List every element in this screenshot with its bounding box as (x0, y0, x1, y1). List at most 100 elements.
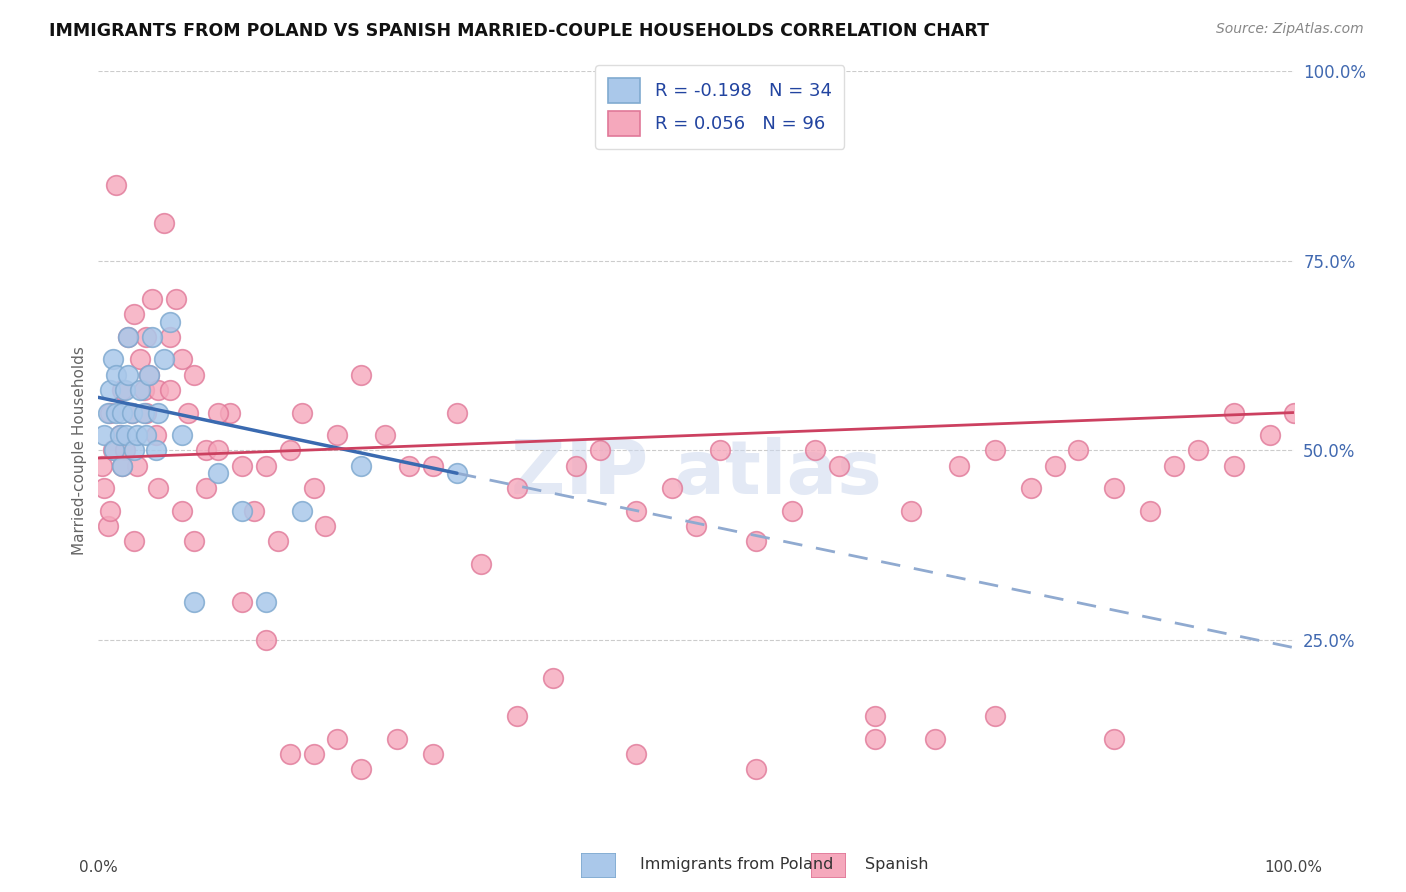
Text: 0.0%: 0.0% (79, 860, 118, 875)
Point (1019, 482, 1042, 496)
Point (98, 405, 122, 420)
Point (117, 368, 139, 382)
Point (745, 762, 768, 776)
Text: Source: ZipAtlas.com: Source: ZipAtlas.com (1216, 22, 1364, 37)
Point (1258, 428, 1281, 442)
Point (124, 443, 146, 458)
Point (422, 458, 444, 473)
Point (172, 352, 194, 367)
Point (172, 504, 194, 518)
Point (661, 482, 683, 496)
Point (1104, 731, 1126, 746)
Text: IMMIGRANTS FROM POLAND VS SPANISH MARRIED-COUPLE HOUSEHOLDS CORRELATION CHART: IMMIGRANTS FROM POLAND VS SPANISH MARRIE… (49, 22, 990, 40)
Point (177, 405, 200, 420)
Point (129, 352, 152, 367)
Point (111, 458, 134, 473)
Point (231, 504, 253, 518)
Point (148, 405, 170, 420)
Point (129, 383, 152, 397)
Point (98, 504, 122, 518)
Point (93, 482, 115, 496)
Point (132, 383, 155, 397)
Point (97, 519, 120, 533)
Point (183, 368, 205, 382)
Point (984, 708, 1007, 723)
Point (183, 534, 205, 549)
Point (172, 428, 194, 442)
Point (138, 368, 160, 382)
Point (98, 383, 122, 397)
Point (243, 504, 266, 518)
Point (153, 216, 176, 230)
Point (145, 428, 167, 442)
Point (219, 405, 242, 420)
Point (374, 428, 396, 442)
Point (1282, 405, 1305, 420)
Point (626, 747, 648, 761)
Point (1223, 405, 1246, 420)
Point (315, 519, 337, 533)
Point (1043, 458, 1066, 473)
Point (231, 595, 253, 609)
Point (685, 519, 707, 533)
Point (1187, 443, 1209, 458)
Point (924, 731, 946, 746)
Point (183, 595, 205, 609)
Point (145, 443, 167, 458)
Point (135, 405, 157, 420)
Point (132, 405, 155, 420)
Point (254, 633, 277, 648)
Point (302, 747, 325, 761)
Point (326, 428, 349, 442)
Point (278, 747, 301, 761)
Point (865, 708, 887, 723)
Point (1223, 458, 1246, 473)
Point (159, 315, 181, 329)
Point (115, 428, 138, 442)
Point (589, 443, 612, 458)
Point (117, 330, 139, 344)
Point (111, 405, 134, 420)
Point (111, 383, 134, 397)
Point (138, 368, 160, 382)
Point (446, 466, 468, 480)
Point (125, 458, 148, 473)
Point (195, 482, 218, 496)
Text: Immigrants from Poland: Immigrants from Poland (640, 857, 834, 872)
Point (195, 443, 218, 458)
Point (291, 405, 314, 420)
Point (207, 443, 229, 458)
Text: 100.0%: 100.0% (1264, 860, 1323, 875)
Point (446, 405, 468, 420)
Point (105, 178, 128, 193)
Point (470, 557, 492, 572)
Point (1104, 482, 1126, 496)
Point (350, 458, 373, 473)
Point (105, 405, 128, 420)
Point (506, 708, 529, 723)
Point (141, 330, 163, 344)
Point (804, 443, 827, 458)
Point (108, 428, 131, 442)
Point (165, 292, 187, 306)
Point (984, 443, 1007, 458)
Point (93, 428, 115, 442)
Point (101, 443, 124, 458)
Point (91, 458, 114, 473)
Point (350, 368, 373, 382)
Point (780, 504, 803, 518)
Point (1163, 458, 1185, 473)
Point (745, 534, 768, 549)
Point (541, 671, 564, 685)
Point (105, 368, 128, 382)
Point (326, 731, 349, 746)
Point (124, 307, 146, 321)
Point (114, 383, 136, 397)
Legend: R = -0.198   N = 34, R = 0.056   N = 96: R = -0.198 N = 34, R = 0.056 N = 96 (595, 65, 845, 149)
Point (124, 534, 146, 549)
Text: ZIP atlas: ZIP atlas (510, 437, 882, 509)
Point (121, 405, 143, 420)
Point (103, 443, 125, 458)
Point (159, 383, 181, 397)
Point (302, 482, 325, 496)
